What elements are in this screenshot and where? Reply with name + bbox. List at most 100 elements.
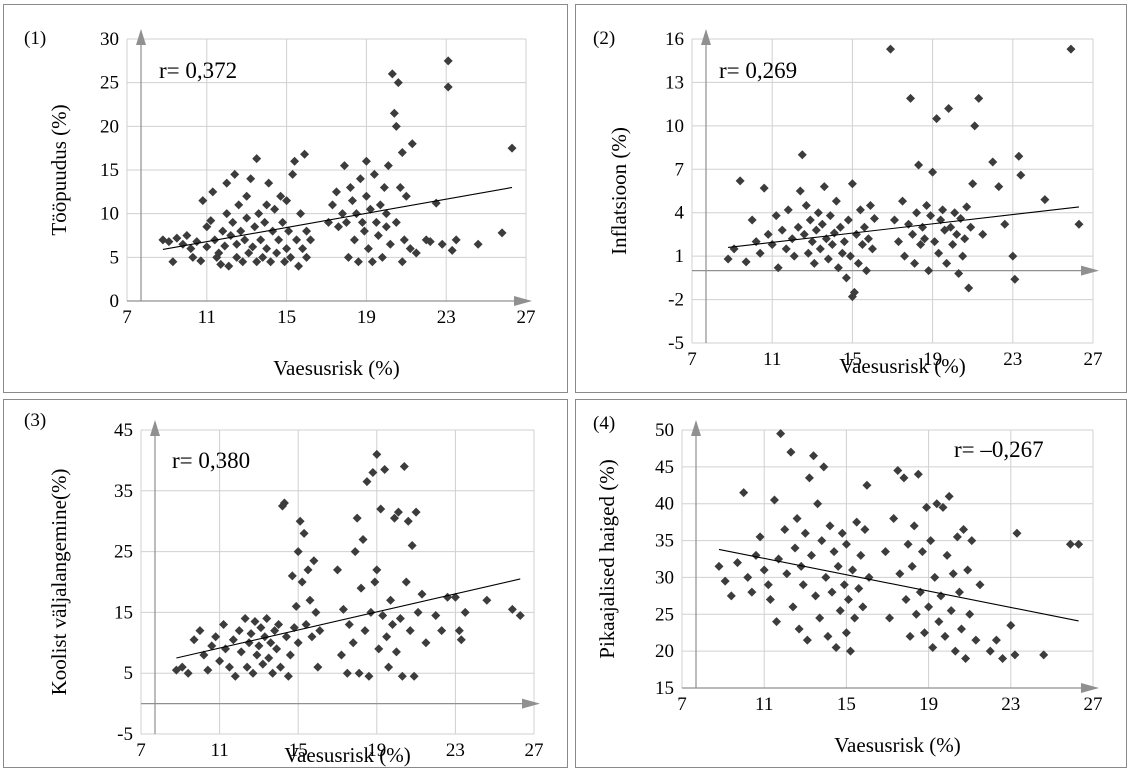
data-point	[739, 488, 749, 498]
data-point	[1074, 219, 1084, 229]
data-point	[437, 239, 447, 249]
y-tick-label: -2	[668, 290, 684, 311]
data-point	[451, 235, 461, 245]
data-point	[361, 191, 371, 201]
data-point	[885, 44, 895, 54]
data-point	[823, 631, 833, 641]
data-point	[1039, 650, 1049, 660]
x-tick-label: 11	[755, 694, 773, 715]
trendline	[718, 548, 1079, 622]
x-tick-label: 7	[136, 740, 146, 761]
x-tick-label: 11	[198, 307, 216, 328]
data-point	[958, 251, 968, 261]
data-point	[220, 241, 230, 251]
data-point	[956, 214, 966, 224]
data-point	[497, 228, 507, 238]
data-point	[803, 248, 813, 258]
data-point	[287, 571, 297, 581]
data-point	[799, 229, 809, 239]
data-point	[372, 449, 382, 459]
data-point	[284, 226, 294, 236]
x-axis-label: Vaesusrisk (%)	[273, 356, 400, 380]
data-point	[829, 547, 839, 557]
data-point	[1016, 170, 1026, 180]
data-point	[232, 239, 242, 249]
data-point	[302, 226, 312, 236]
data-point	[288, 169, 298, 179]
data-point	[228, 635, 238, 645]
data-point	[298, 244, 308, 254]
data-point	[938, 205, 948, 215]
data-point	[907, 561, 917, 571]
x-axis-arrow-icon	[522, 698, 540, 709]
data-point	[924, 602, 934, 612]
data-point	[794, 624, 804, 634]
data-point	[899, 473, 909, 483]
data-point	[985, 646, 995, 656]
data-point	[747, 215, 757, 225]
data-point	[894, 237, 904, 247]
data-point	[767, 240, 777, 250]
trendline	[176, 578, 521, 659]
data-point	[966, 222, 976, 232]
data-point	[356, 583, 366, 593]
data-point	[219, 620, 229, 630]
data-point	[270, 626, 280, 636]
data-point	[252, 154, 262, 164]
trendline	[728, 206, 1080, 249]
data-point	[900, 251, 910, 261]
data-point	[854, 583, 864, 593]
data-point	[282, 196, 292, 206]
data-point	[203, 665, 213, 675]
data-point	[409, 671, 419, 681]
data-point	[224, 261, 234, 271]
data-point	[952, 532, 962, 542]
data-point	[805, 215, 815, 225]
data-point	[270, 204, 280, 214]
scatter-chart-1: 7 11 15 19 23 27 0 5 10 15 20 25 30 (1) r= 0,372 Vaesus…	[24, 28, 536, 380]
data-point	[331, 187, 341, 197]
data-point	[353, 257, 363, 267]
data-point	[290, 156, 300, 166]
data-point	[515, 610, 525, 620]
data-point	[240, 235, 250, 245]
data-point	[355, 174, 365, 184]
data-point	[932, 499, 942, 509]
data-point	[272, 644, 282, 654]
x-tick-label: 15	[843, 349, 862, 370]
data-point	[211, 632, 221, 642]
data-point	[460, 607, 470, 617]
data-point	[908, 229, 918, 239]
data-point	[196, 256, 206, 266]
data-point	[369, 169, 379, 179]
data-point	[254, 641, 264, 651]
data-point	[240, 613, 250, 623]
data-point	[1065, 539, 1075, 549]
data-point	[208, 187, 218, 197]
data-point	[914, 160, 924, 170]
x-tick-label: 23	[446, 740, 465, 761]
data-point	[388, 620, 398, 630]
data-point	[841, 539, 851, 549]
data-point	[898, 196, 908, 206]
data-point	[386, 595, 396, 605]
data-point	[918, 222, 928, 232]
data-point	[729, 244, 739, 254]
data-point	[789, 251, 799, 261]
y-tick-label: 16	[665, 29, 684, 50]
correlation-label: r= 0,269	[719, 58, 797, 83]
data-point	[311, 607, 321, 617]
x-tick-label: 19	[919, 694, 938, 715]
data-point	[815, 613, 825, 623]
data-point	[307, 632, 317, 642]
x-tick-label: 19	[357, 307, 376, 328]
data-point	[507, 143, 517, 153]
x-tick-label: 11	[763, 349, 781, 370]
data-point	[278, 217, 288, 227]
y-tick-label: 20	[100, 116, 119, 137]
data-point	[928, 167, 938, 177]
data-point	[946, 222, 956, 232]
data-point	[256, 235, 266, 245]
data-point	[293, 547, 303, 557]
x-tick-label: 27	[1084, 694, 1103, 715]
